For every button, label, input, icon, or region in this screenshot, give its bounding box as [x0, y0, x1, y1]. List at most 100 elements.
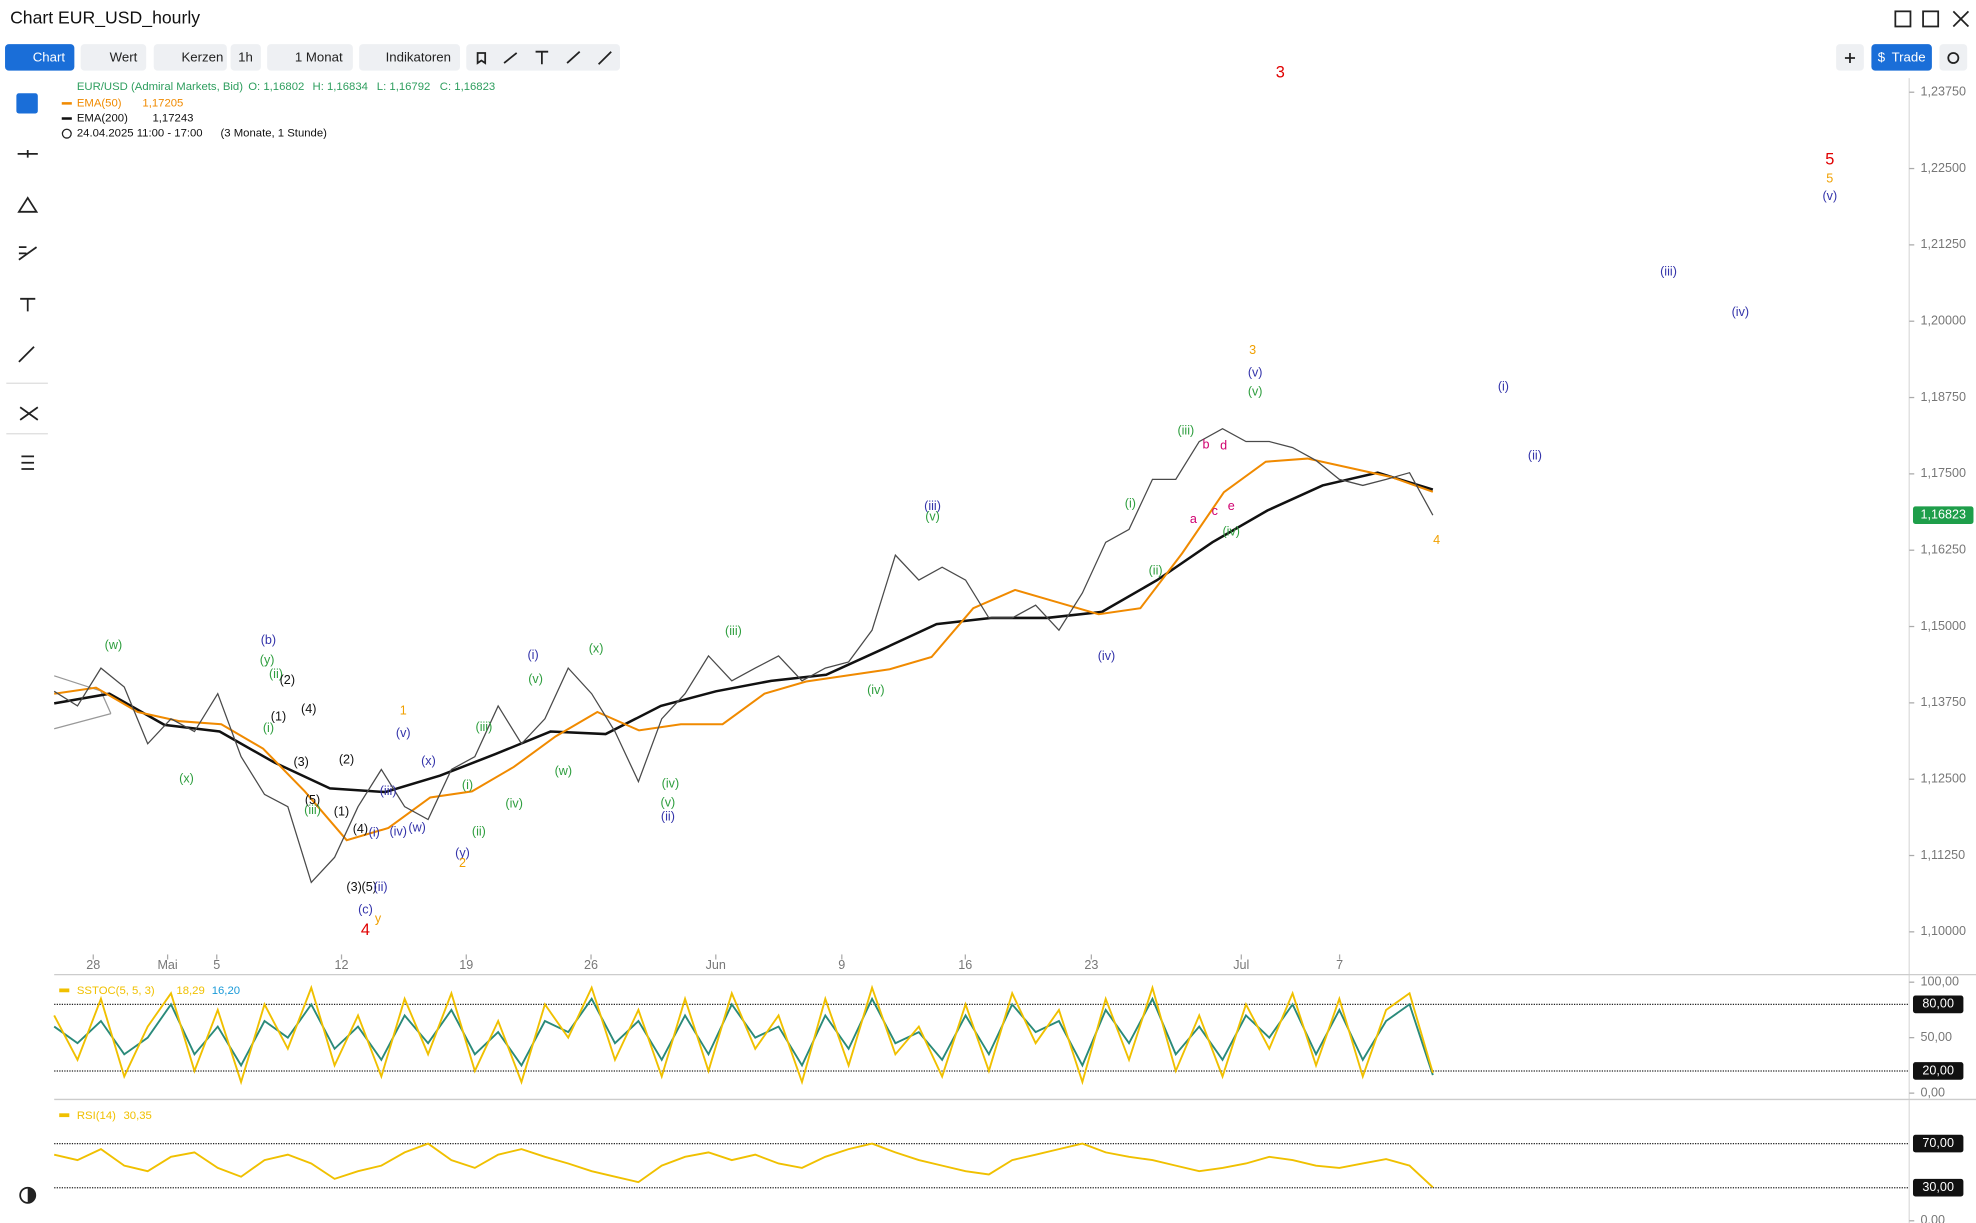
wave-label: (iv)	[1222, 524, 1239, 538]
level-label: 20,00	[1922, 1063, 1954, 1077]
settings-button[interactable]	[1939, 44, 1968, 71]
interval-button-label[interactable]: 1h	[238, 49, 253, 64]
clock-icon	[61, 128, 72, 139]
wave-label: (i)	[1125, 497, 1136, 511]
wave-label: (1)	[271, 710, 286, 724]
wave-label: a	[1190, 512, 1197, 526]
wave-label: (iv)	[1732, 305, 1749, 319]
wave-label: 3	[1276, 63, 1285, 81]
wave-label: (1)	[334, 804, 349, 818]
legend-symbol: EUR/USD (Admiral Markets, Bid)	[77, 81, 243, 93]
legend-high: H: 1,16834	[313, 81, 368, 93]
legend-close: C: 1,16823	[440, 81, 495, 93]
wave-label: (iii)	[380, 784, 397, 798]
x-tick-label: 28	[86, 958, 100, 972]
window-controls[interactable]	[1894, 10, 1970, 28]
wave-label: (iii)	[476, 720, 493, 734]
level-label: 80,00	[1922, 997, 1954, 1011]
level-box	[1912, 995, 1964, 1014]
y-tick-label: 1,18750	[1921, 390, 1967, 404]
wave-label: (ii)	[1528, 449, 1542, 463]
x-tick-label: 9	[838, 958, 845, 972]
x-tick-label: 23	[1084, 958, 1098, 972]
wave-label: e	[1228, 499, 1235, 513]
legend-open: O: 1,16802	[248, 81, 304, 93]
y-tick-label: 100,00	[1921, 975, 1960, 989]
drawing-tools[interactable]	[466, 44, 621, 71]
x-tick-label: 16	[958, 958, 972, 972]
y-tick-label: 1,10000	[1921, 924, 1967, 938]
x-tick-label: Mai	[157, 958, 177, 972]
wave-label: (4)	[301, 702, 316, 716]
y-tick-label: 1,12500	[1921, 772, 1967, 786]
y-tick-label: 1,21250	[1921, 237, 1967, 251]
y-tick-label: 1,23750	[1921, 85, 1967, 99]
indicators-button-label[interactable]: Indikatoren	[386, 49, 451, 64]
legend: EUR/USD (Admiral Markets, Bid) O: 1,1680…	[61, 81, 495, 140]
wave-label: (iii)	[1177, 424, 1194, 438]
wave-label: (5)	[362, 880, 377, 894]
wave-label: (i)	[369, 826, 380, 840]
wave-label: (iv)	[867, 683, 884, 697]
range-button[interactable]	[267, 44, 353, 71]
wave-label: (x)	[589, 642, 604, 656]
chart-button[interactable]	[5, 44, 75, 71]
value-button-label[interactable]: Wert	[110, 49, 138, 64]
settings-icon	[1947, 52, 1960, 64]
level-box	[1912, 1062, 1964, 1080]
level-box	[1912, 1134, 1964, 1153]
wave-label: 1	[400, 703, 407, 717]
wave-label: y	[375, 911, 382, 925]
candles-button-label[interactable]: Kerzen	[181, 49, 223, 64]
indicator-readout: 30,35	[124, 1110, 152, 1122]
indicator-readout: 18,29	[176, 985, 204, 997]
interval-button[interactable]	[230, 44, 261, 71]
trade-button-label[interactable]: Trade	[1892, 49, 1926, 64]
wave-label: (ii)	[661, 809, 675, 823]
series-line	[54, 457, 1434, 842]
level-label: 70,00	[1922, 1136, 1954, 1150]
y-tick-label: 1,13750	[1921, 695, 1967, 709]
wave-label: (iv)	[389, 824, 406, 838]
value-button[interactable]	[80, 44, 147, 71]
x-tick-label: 12	[335, 958, 349, 972]
level-label: 30,00	[1922, 1180, 1954, 1194]
wave-label: (ii)	[1149, 563, 1163, 577]
legend-ema50-value: 1,17205	[142, 97, 183, 109]
indicator-name: RSI(14)	[77, 1110, 116, 1122]
wave-label: (2)	[339, 753, 354, 767]
x-tick-label: 7	[1336, 958, 1343, 972]
wave-label: (v)	[1248, 384, 1263, 398]
legend-ema200: EMA(200)	[77, 113, 128, 125]
trade-button[interactable]	[1871, 44, 1932, 71]
indicator-swatch	[59, 988, 70, 993]
wave-label: b	[1203, 437, 1210, 451]
legend-low: L: 1,16792	[377, 81, 431, 93]
wave-label: (b)	[261, 633, 276, 647]
indicator-readout: 16,20	[212, 985, 240, 997]
wave-label: (3)	[346, 880, 361, 894]
wave-label: (ii)	[472, 824, 486, 838]
wave-label: (iii)	[304, 803, 321, 817]
y-tick-label: 1,11250	[1921, 848, 1966, 862]
wave-label: (w)	[105, 638, 122, 652]
wave-label: (3)	[293, 755, 308, 769]
wave-label: (w)	[555, 764, 572, 778]
y-tick-label: 1,17500	[1921, 466, 1967, 480]
indicators-button[interactable]	[359, 44, 460, 71]
x-tick-label: 5	[213, 958, 220, 972]
range-button-label[interactable]: 1 Monat	[295, 49, 343, 64]
y-tick-label: 0,00	[1921, 1213, 1946, 1223]
wave-label: (iii)	[924, 499, 941, 513]
sidebar[interactable]	[6, 93, 48, 1204]
wave-label: (i)	[1498, 379, 1509, 393]
y-tick-label: 0,00	[1921, 1085, 1946, 1099]
wave-label: 4	[361, 921, 370, 939]
chart-button-label[interactable]: Chart	[33, 49, 66, 64]
wave-label: (v)	[661, 795, 676, 809]
wave-label: (x)	[179, 772, 194, 786]
last-price-label: 1,16823	[1920, 508, 1966, 522]
candles-button[interactable]	[153, 44, 227, 71]
